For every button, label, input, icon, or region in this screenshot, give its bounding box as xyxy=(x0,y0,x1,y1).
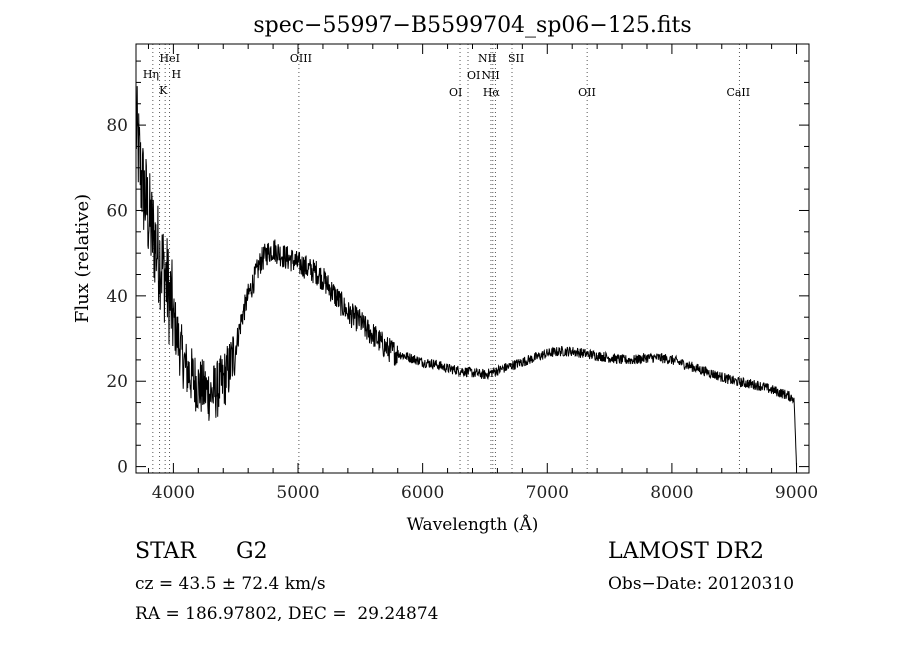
spectral-line-label: OI xyxy=(449,86,462,99)
plot-frame xyxy=(135,43,810,474)
spectral-line-label: OIII xyxy=(290,52,312,65)
x-tick-label: 6000 xyxy=(401,483,444,503)
spectral-line-label: CaII xyxy=(726,86,750,99)
spectral-line-label: OI xyxy=(467,69,480,82)
spectral-line-label: OII xyxy=(578,86,596,99)
spectral-line-label: H xyxy=(172,68,182,81)
x-tick-label: 9000 xyxy=(775,483,818,503)
y-axis-label: Flux (relative) xyxy=(72,194,93,323)
x-tick-label: 4000 xyxy=(152,483,195,503)
spectral-line-label: Hα xyxy=(483,86,501,99)
object-class: STAR xyxy=(135,539,196,564)
spectral-line-label: NII xyxy=(478,52,496,65)
spectral-line-label: NII xyxy=(481,69,499,82)
y-tick-label: 80 xyxy=(106,116,128,136)
spectral-line-label: Hη xyxy=(143,68,159,81)
obs-date-text: Obs−Date: 20120310 xyxy=(608,574,795,594)
spectral-line-label: HeI xyxy=(160,52,180,65)
y-tick-label: 60 xyxy=(106,201,128,221)
object-subclass: G2 xyxy=(236,539,268,564)
chart-title: spec−55997−B5599704_sp06−125.fits xyxy=(253,13,691,38)
survey-label: LAMOST DR2 xyxy=(608,539,764,564)
x-tick-label: 5000 xyxy=(276,483,319,503)
redshift-text: cz = 43.5 ± 72.4 km/s xyxy=(135,574,326,594)
spectrum-line xyxy=(135,86,797,467)
spectral-line-label: K xyxy=(159,84,168,97)
y-tick-label: 20 xyxy=(106,372,128,392)
y-tick-label: 0 xyxy=(117,458,128,478)
spectral-line-label: SII xyxy=(508,52,524,65)
y-tick-label: 40 xyxy=(106,287,128,307)
x-axis-label: Wavelength (Å) xyxy=(407,514,539,535)
x-tick-label: 8000 xyxy=(650,483,693,503)
coordinates-text: RA = 186.97802, DEC = 29.24874 xyxy=(135,604,439,624)
x-tick-label: 7000 xyxy=(526,483,569,503)
